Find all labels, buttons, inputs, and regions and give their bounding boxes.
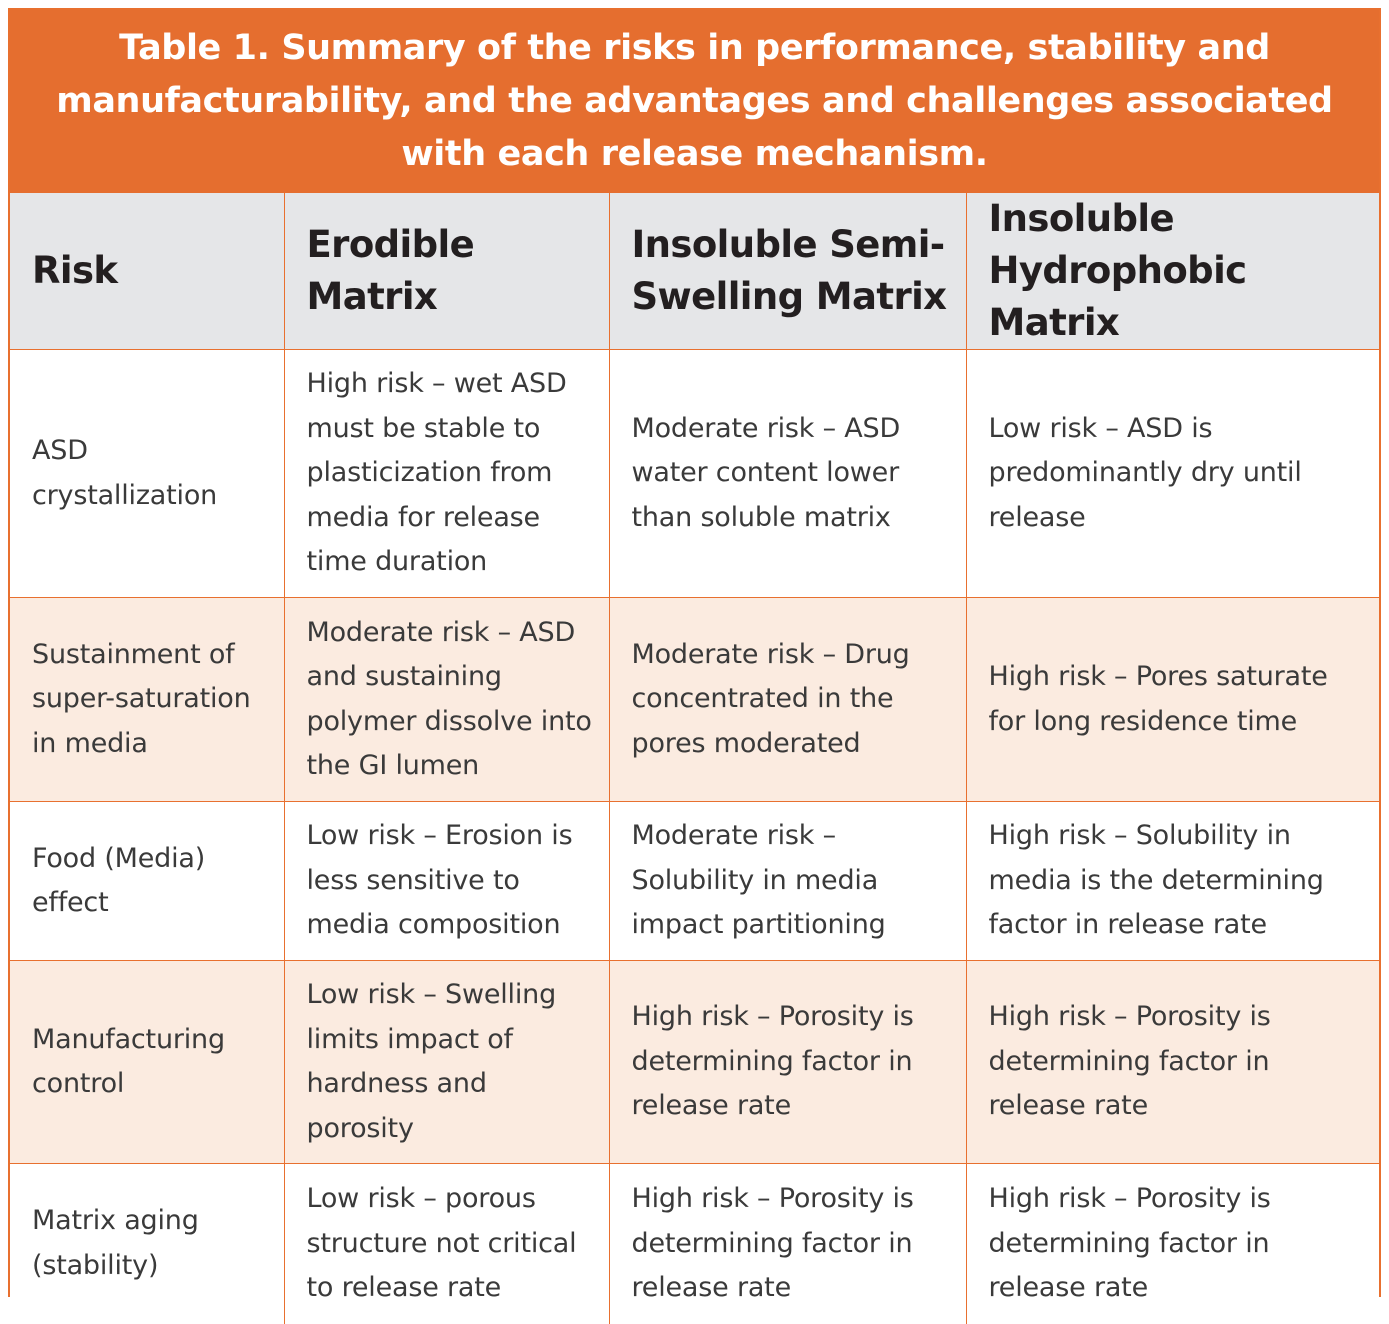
semi-swelling-cell: Moderate risk – ASD water content lower …: [608, 349, 966, 598]
risk-cell: Food (Media) effect: [10, 801, 284, 961]
semi-swelling-cell: High risk – Porosity is determining fact…: [608, 960, 966, 1164]
erodible-cell: Moderate risk – ASD and sustaining polym…: [283, 597, 609, 802]
semi-swelling-cell: High risk – Porosity is determining fact…: [608, 1163, 966, 1324]
erodible-cell: High risk – wet ASD must be stable to pl…: [283, 349, 609, 598]
semi-swelling-cell: Moderate risk – Drug concentrated in the…: [608, 597, 966, 802]
column-header-semi-swelling-matrix: Insoluble Semi-Swelling Matrix: [608, 193, 966, 350]
hydrophobic-cell: High risk – Porosity is determining fact…: [965, 1163, 1379, 1324]
erodible-cell: Low risk – porous structure not critical…: [283, 1163, 609, 1324]
erodible-cell: Low risk – Swelling limits impact of har…: [283, 960, 609, 1164]
risk-cell: ASD crystallization: [10, 349, 284, 598]
summary-table-frame: Table 1. Summary of the risks in perform…: [8, 8, 1381, 1324]
risk-cell: Sustainment of super-saturation in media: [10, 597, 284, 802]
table-row: ASD crystallization High risk – wet ASD …: [10, 349, 1379, 598]
risk-cell: Manufacturing control: [10, 960, 284, 1164]
table-row: Matrix aging (stability) Low risk – poro…: [10, 1163, 1379, 1324]
summary-table: Risk Erodible Matrix Insoluble Semi-Swel…: [10, 193, 1379, 1324]
hydrophobic-cell: High risk – Solubility in media is the d…: [965, 801, 1379, 961]
hydrophobic-cell: High risk – Porosity is determining fact…: [965, 960, 1379, 1164]
column-header-hydrophobic-matrix: Insoluble Hydrophobic Matrix: [965, 193, 1379, 350]
hydrophobic-cell: High risk – Pores saturate for long resi…: [965, 597, 1379, 802]
column-header-erodible-matrix: Erodible Matrix: [283, 193, 609, 350]
table-row: Food (Media) effect Low risk – Erosion i…: [10, 801, 1379, 961]
column-header-risk: Risk: [32, 249, 118, 292]
table-title-bar: Table 1. Summary of the risks in perform…: [10, 10, 1379, 193]
table-row: Manufacturing control Low risk – Swellin…: [10, 960, 1379, 1164]
table-header-row: Risk Erodible Matrix Insoluble Semi-Swel…: [10, 193, 1379, 350]
table-row: Sustainment of super-saturation in media…: [10, 597, 1379, 802]
hydrophobic-cell: Low risk – ASD is predominantly dry unti…: [965, 349, 1379, 598]
risk-cell: Matrix aging (stability): [10, 1163, 284, 1324]
erodible-cell: Low risk – Erosion is less sensitive to …: [283, 801, 609, 961]
table-title: Table 1. Summary of the risks in perform…: [56, 28, 1333, 174]
semi-swelling-cell: Moderate risk – Solubility in media impa…: [608, 801, 966, 961]
